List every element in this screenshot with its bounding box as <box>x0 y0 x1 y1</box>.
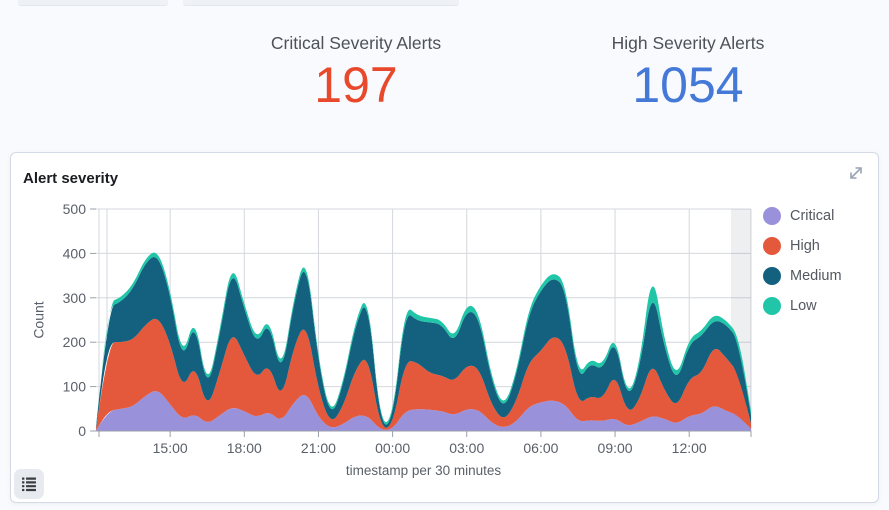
x-tick-label: 15:00 <box>153 440 188 456</box>
diagonal-expand-arrow-icon <box>850 167 862 179</box>
x-tick-label: 03:00 <box>449 440 484 456</box>
x-tick-label: 12:00 <box>672 440 707 456</box>
x-tick-label: 09:00 <box>598 440 633 456</box>
legend-label: Low <box>790 298 817 314</box>
critical-alerts-label: Critical Severity Alerts <box>270 33 442 53</box>
area-high <box>96 318 751 431</box>
alert-severity-chart[interactable]: 0 100 200 300 400 500 15:00 18:00 21:00 00:00 03:0… <box>11 153 761 502</box>
y-axis-title: Count <box>30 301 47 339</box>
bulleted-list-icon <box>22 477 36 492</box>
y-tick-label: 400 <box>63 245 87 261</box>
x-tick-label: 00:00 <box>375 440 410 456</box>
y-tick-label: 500 <box>63 201 87 217</box>
low-color-dot-icon <box>763 297 781 315</box>
chart-legend: Critical High Medium Low <box>763 207 842 327</box>
critical-alerts-value: 197 <box>314 57 398 113</box>
high-alerts-value: 1054 <box>632 57 744 113</box>
top-edge-panel-remnant <box>18 0 168 6</box>
area-critical <box>96 391 751 431</box>
medium-color-dot-icon <box>763 267 781 285</box>
y-tick-label: 0 <box>78 423 86 439</box>
y-tick-label: 100 <box>63 379 87 395</box>
critical-color-dot-icon <box>763 207 781 225</box>
area-medium <box>96 257 751 429</box>
legend-label: Medium <box>790 268 842 284</box>
legend-toggle-button[interactable] <box>14 469 44 499</box>
y-tick-label: 300 <box>63 290 87 306</box>
legend-item-high[interactable]: High <box>763 237 842 255</box>
x-tick-label: 06:00 <box>523 440 558 456</box>
legend-label: Critical <box>790 208 835 224</box>
expand-icon[interactable] <box>844 161 868 185</box>
high-alerts-metric: High Severity Alerts 1054 <box>518 32 858 112</box>
legend-item-low[interactable]: Low <box>763 297 842 315</box>
x-axis-title: timestamp per 30 minutes <box>345 463 502 478</box>
legend-label: High <box>790 238 820 254</box>
critical-alerts-metric: Critical Severity Alerts 197 <box>186 32 526 112</box>
alert-severity-panel: Alert severity 0 100 200 300 400 500 15:00 18:0… <box>10 152 879 503</box>
x-tick-label: 18:00 <box>227 440 262 456</box>
high-color-dot-icon <box>763 237 781 255</box>
panel-title: Alert severity <box>23 170 119 187</box>
high-alerts-label: High Severity Alerts <box>611 33 765 53</box>
top-edge-panel-remnant <box>183 0 459 6</box>
y-tick-label: 200 <box>63 334 87 350</box>
x-tick-label: 21:00 <box>301 440 336 456</box>
legend-item-medium[interactable]: Medium <box>763 267 842 285</box>
legend-item-critical[interactable]: Critical <box>763 207 842 225</box>
